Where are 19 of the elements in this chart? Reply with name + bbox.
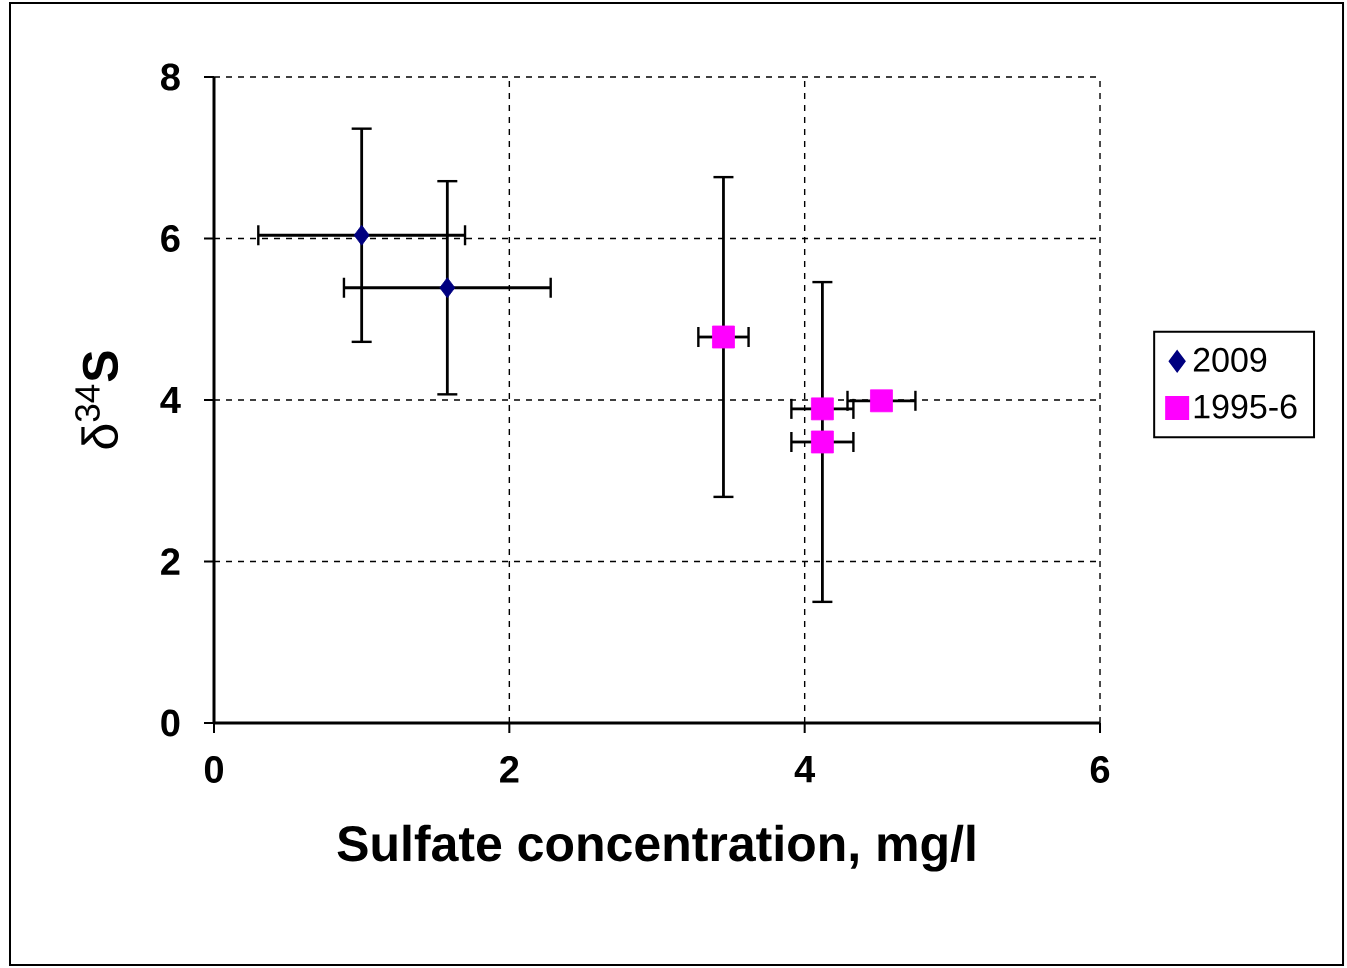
y-tick-label: 4 <box>160 386 181 414</box>
x-axis-title: Sulfate concentration, mg/l <box>337 824 975 872</box>
y-tick-label: 0 <box>161 709 180 737</box>
x-tick-label: 4 <box>794 756 816 783</box>
x-tick-label: 2 <box>500 756 519 783</box>
point <box>811 397 834 421</box>
y-axis-title: δ$^{34}$S <box>75 351 119 449</box>
point <box>811 430 834 454</box>
point <box>439 277 456 299</box>
x-tick-label: 0 <box>204 756 224 783</box>
point <box>353 224 370 246</box>
y-tick-label: 2 <box>161 548 180 575</box>
y-tick-label: 8 <box>160 63 180 91</box>
y-tick-label: 6 <box>161 225 180 252</box>
point <box>712 325 735 349</box>
x-tick-label: 6 <box>1090 756 1110 783</box>
point <box>870 389 893 413</box>
legend-label: 1995-6 <box>1194 394 1297 419</box>
legend-label: 2009 <box>1193 347 1267 372</box>
